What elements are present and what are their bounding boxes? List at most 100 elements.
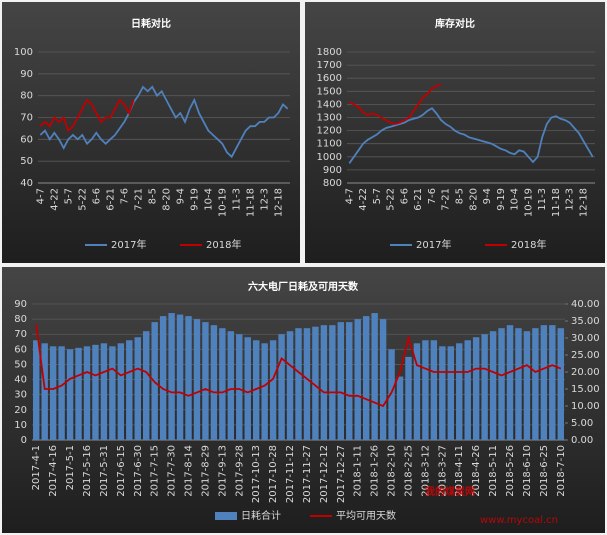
y-tick-label: 70: [20, 113, 33, 124]
x-tick-label: 2017-4-1: [31, 445, 42, 490]
y-tick-label: 40: [20, 178, 33, 189]
y-tick-label: 30: [14, 390, 27, 401]
bar: [549, 325, 556, 440]
x-tick-label: 2017-10-13: [251, 445, 262, 503]
bar: [405, 356, 412, 440]
x-tick-label: 6-21: [105, 188, 116, 211]
x-tick-label: 2018-5-26: [505, 445, 516, 497]
legend-label: 2018年: [511, 238, 546, 251]
y-tick-label: 1000: [317, 152, 342, 163]
x-tick-label: 12-18: [579, 188, 590, 217]
bar: [515, 328, 522, 440]
x-tick-label: 2017-8-14: [184, 445, 195, 497]
chart-title: 日耗对比: [131, 17, 171, 30]
x-tick-label: 10-19: [523, 188, 534, 217]
bar: [430, 340, 438, 440]
legend-label: 平均可用天数: [336, 509, 396, 522]
x-tick-label: 4-22: [358, 188, 369, 211]
bar: [159, 316, 167, 440]
bar: [439, 346, 446, 440]
x-tick-label: 2018-6-25: [539, 445, 550, 497]
bar: [269, 340, 277, 440]
bar: [557, 328, 564, 440]
x-tick-label: 2017-8-29: [200, 445, 211, 497]
x-tick-label: 2017-11-27: [302, 445, 313, 503]
x-tick-label: 12-18: [273, 188, 284, 217]
bar: [278, 334, 285, 440]
bar: [117, 343, 125, 440]
y-tick-label: 80: [20, 91, 33, 102]
bar: [227, 331, 235, 440]
bar: [286, 331, 294, 440]
legend-label: 日耗合计: [241, 509, 281, 522]
bar: [472, 337, 480, 440]
bar: [168, 313, 175, 440]
x-tick-label: 11-3: [537, 188, 548, 211]
bar: [83, 346, 91, 440]
bar: [261, 343, 268, 440]
x-tick-label: 2017-5-31: [99, 445, 110, 497]
x-tick-label: 2017-5-1: [65, 445, 76, 490]
x-tick-label: 2018-2-25: [403, 445, 414, 497]
y-tick-label: 50: [20, 156, 33, 167]
x-tick-label: 5-22: [386, 188, 397, 211]
x-tick-label: 7-6: [427, 188, 438, 204]
x-tick-label: 12-3: [259, 188, 270, 211]
y-tick-label: 1300: [317, 113, 342, 124]
y-tick-label: 90: [20, 69, 33, 80]
line-series: [348, 107, 594, 164]
x-tick-label: 2017-12-12: [319, 445, 330, 503]
bar: [92, 344, 99, 440]
x-tick-label: 9-4: [175, 188, 186, 204]
bar: [532, 328, 539, 440]
x-tick-label: 5-7: [63, 188, 74, 204]
y2-tick-label: 40.00: [571, 299, 600, 310]
bar: [66, 349, 74, 440]
x-tick-label: 6-21: [413, 188, 424, 211]
x-tick-label: 2017-7-15: [150, 445, 161, 497]
x-tick-label: 5-7: [372, 188, 383, 204]
bar: [109, 346, 116, 440]
x-tick-label: 2017-12-27: [336, 445, 347, 503]
x-tick-label: 4-7: [344, 188, 355, 204]
x-tick-label: 2018-6-10: [522, 445, 533, 497]
bar: [379, 319, 387, 440]
x-tick-label: 6-6: [399, 188, 410, 204]
y2-tick-label: 30.00: [571, 333, 600, 344]
y2-tick-label: 25.00: [571, 350, 600, 361]
bar: [176, 314, 184, 440]
bar: [244, 337, 251, 440]
x-tick-label: 6-6: [91, 188, 102, 204]
y2-tick-label: 5.00: [571, 418, 593, 429]
bar: [489, 331, 497, 440]
legend-swatch: [215, 512, 237, 520]
x-tick-label: 7-21: [441, 188, 452, 211]
bar: [126, 340, 133, 440]
y-tick-label: 1400: [317, 99, 342, 110]
bar: [464, 340, 471, 440]
bar: [252, 340, 260, 440]
line-series: [39, 98, 135, 133]
bar: [312, 326, 319, 440]
y-tick-label: 100: [14, 47, 33, 58]
x-tick-label: 9-19: [189, 188, 200, 211]
bar: [41, 343, 48, 440]
panel: [2, 2, 300, 263]
y-tick-label: 1200: [317, 126, 342, 137]
line-series: [348, 83, 442, 125]
bar: [236, 334, 243, 440]
bar: [100, 343, 108, 440]
y-tick-label: 1500: [317, 86, 342, 97]
bar: [413, 343, 421, 440]
x-tick-label: 11-3: [231, 188, 242, 211]
watermark-name: 我的煤炭网: [425, 485, 475, 498]
y-tick-label: 60: [14, 344, 27, 355]
y-tick-label: 70: [14, 329, 27, 340]
y2-tick-label: 0.00: [571, 435, 593, 446]
bar: [422, 340, 429, 440]
x-tick-label: 4-7: [35, 188, 46, 204]
x-tick-label: 11-18: [551, 188, 562, 217]
bar: [219, 328, 226, 440]
x-tick-label: 7-21: [133, 188, 144, 211]
